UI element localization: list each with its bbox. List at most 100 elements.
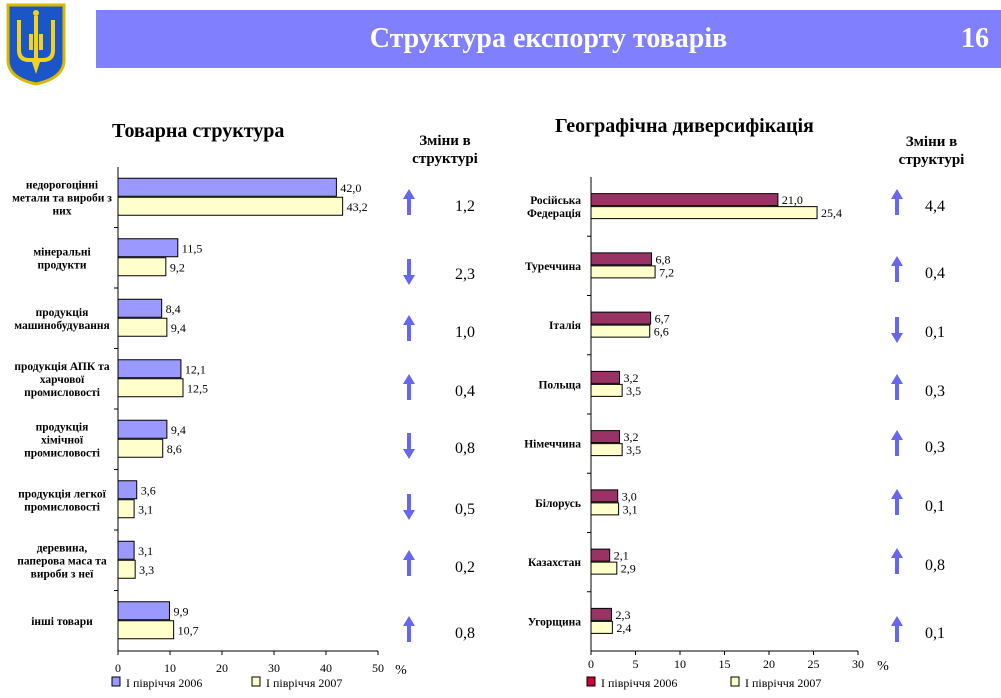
country-bar (590, 607, 612, 621)
x-unit-label: % (877, 659, 889, 674)
bar-value-label: 25,4 (821, 206, 842, 220)
bar-value-label: 3,5 (626, 443, 641, 457)
left-changes-heading: Зміни в структурі (395, 132, 495, 168)
country-bar (590, 620, 613, 634)
bar-value-label: 12,1 (185, 362, 206, 376)
category-label: промисловості (24, 501, 101, 513)
bar-value-label: 2,1 (614, 549, 629, 563)
right-changes-heading-line: структурі (898, 152, 965, 168)
category-label: вироби з неї (31, 568, 94, 580)
category-label: харчової (40, 374, 85, 386)
legend-label-2006: І півріччя 2006 (126, 676, 202, 690)
category-label: Білорусь (535, 498, 581, 510)
change-value: 1,2 (455, 198, 475, 215)
bar-value-label: 21,0 (782, 193, 803, 207)
change-value: 0,8 (925, 557, 945, 574)
left-changes-heading-line: Зміни в (419, 133, 471, 149)
legend-label-2007: І півріччя 2007 (266, 676, 342, 690)
bar-value-label: 12,5 (187, 381, 208, 395)
country-bar (590, 548, 611, 562)
x-tick-label: 0 (588, 657, 594, 671)
bar-value-label: 3,2 (623, 371, 638, 385)
arrow-up-icon (891, 256, 903, 282)
arrow-up-icon (403, 315, 415, 341)
x-tick-label: 15 (719, 657, 731, 671)
bar-value-label: 7,2 (659, 265, 674, 279)
category-label: інші товари (31, 616, 93, 628)
country-bar (590, 383, 623, 397)
country-bar (590, 193, 779, 207)
category-label: хімічної (41, 434, 84, 446)
country-bar (590, 324, 651, 338)
category-label: метали та вироби з (12, 192, 112, 204)
right-changes-heading: Зміни в структурі (884, 133, 979, 169)
left-changes-heading-line: структурі (412, 151, 478, 167)
goods-bar (117, 620, 175, 640)
bar-value-label: 8,6 (167, 442, 182, 456)
bar-value-label: 3,1 (623, 502, 638, 516)
category-label: Федерація (527, 208, 581, 220)
x-tick-label: 0 (115, 661, 121, 675)
goods-bar (117, 177, 337, 197)
country-bar (590, 206, 818, 220)
x-tick-label: 10 (674, 657, 686, 671)
change-value: 0,1 (925, 324, 945, 341)
bar-value-label: 3,1 (138, 502, 153, 516)
country-bar (590, 265, 656, 279)
emblem-icon (6, 3, 66, 86)
bar-value-label: 3,1 (138, 544, 153, 558)
change-value: 1,0 (455, 324, 475, 341)
category-label: мінеральні (33, 246, 91, 258)
change-value: 0,5 (455, 501, 475, 518)
x-tick-label: 20 (763, 657, 775, 671)
category-label: Угорщина (528, 616, 582, 628)
category-label: продукти (38, 259, 87, 271)
arrow-down-icon (891, 317, 903, 343)
x-tick-label: 50 (372, 661, 384, 675)
category-label: промисловості (24, 387, 101, 399)
bar-value-label: 2,3 (615, 608, 630, 622)
bar-value-label: 6,6 (654, 325, 669, 339)
change-value: 0,8 (455, 440, 475, 457)
bar-value-label: 9,4 (171, 321, 186, 335)
arrow-down-icon (403, 433, 415, 459)
legend-swatch-2007 (730, 676, 740, 687)
legend-label-2007: І півріччя 2007 (745, 676, 821, 690)
bar-value-label: 2,9 (621, 562, 636, 576)
category-label: промисловості (24, 447, 101, 459)
right-changes-heading-line: Зміни в (905, 134, 958, 150)
change-value: 0,3 (925, 439, 945, 456)
country-bar (590, 489, 619, 503)
goods-bar (117, 540, 135, 560)
country-bar (590, 311, 652, 325)
goods-bar (117, 499, 135, 519)
x-tick-label: 10 (164, 661, 176, 675)
category-label: продукція (36, 307, 89, 319)
arrow-up-icon (403, 374, 415, 400)
change-value: 0,2 (455, 559, 475, 576)
x-tick-label: 30 (852, 657, 864, 671)
category-label: Італія (549, 320, 581, 332)
change-value: 0,8 (455, 625, 475, 642)
goods-bar (117, 480, 138, 500)
change-value: 2,3 (455, 266, 475, 283)
bar-value-label: 2,4 (616, 621, 631, 635)
legend-swatch-2006 (586, 676, 596, 687)
category-label: продукція (36, 421, 89, 433)
bar-value-label: 10,7 (178, 623, 199, 637)
legend-label-2006: І півріччя 2006 (601, 676, 677, 690)
category-label: Польща (538, 379, 581, 391)
bar-value-label: 11,5 (182, 241, 203, 255)
x-unit-label: % (395, 663, 407, 678)
arrow-down-icon (403, 494, 415, 520)
country-bar (590, 443, 623, 457)
arrow-up-icon (891, 189, 903, 215)
category-label: деревина, (37, 542, 88, 554)
goods-bar (117, 559, 136, 579)
goods-bar (117, 601, 170, 621)
category-label: Туреччина (525, 261, 581, 273)
category-label: паперова маса та (17, 555, 107, 567)
category-label: машинобудування (14, 320, 110, 332)
category-label: них (52, 205, 71, 217)
